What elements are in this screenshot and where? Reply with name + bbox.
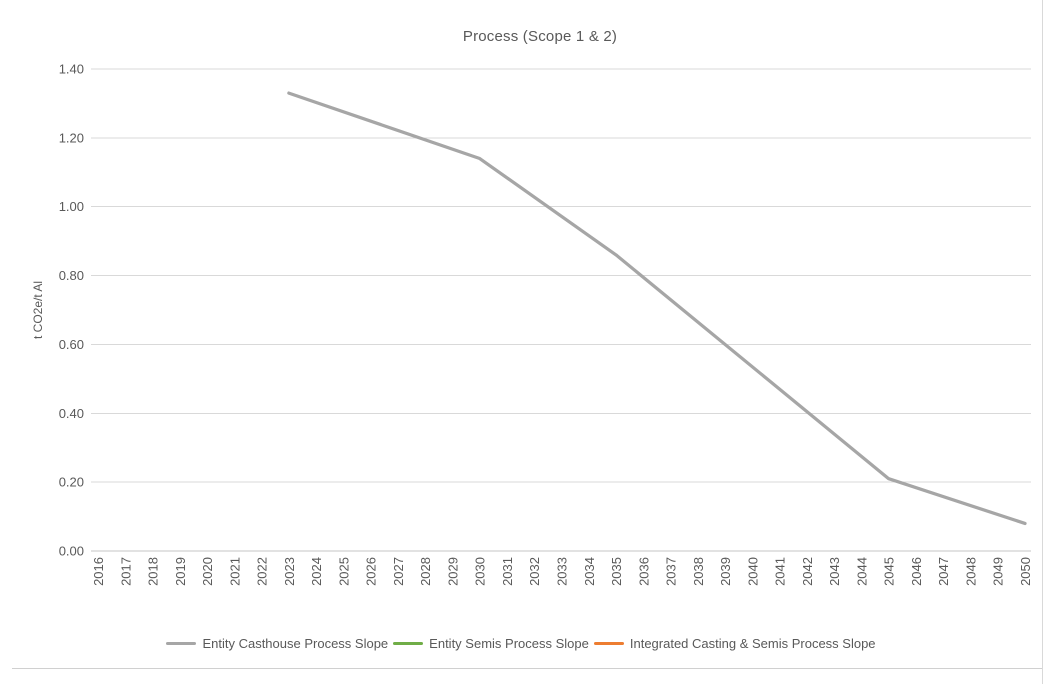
x-tick-label: 2039 (718, 557, 733, 586)
x-tick-label: 2022 (255, 557, 270, 586)
x-tick-label: 2047 (936, 557, 951, 586)
y-tick-label: 0.20 (59, 475, 84, 490)
y-tick-label: 1.40 (59, 62, 84, 77)
x-tick-label: 2023 (282, 557, 297, 586)
x-tick-label: 2037 (664, 557, 679, 586)
x-tick-label: 2040 (745, 557, 760, 586)
y-tick-label: 0.60 (59, 337, 84, 352)
x-tick-label: 2030 (473, 557, 488, 586)
x-tick-label: 2050 (1018, 557, 1033, 586)
x-tick-label: 2035 (609, 557, 624, 586)
legend-label: Entity Semis Process Slope (429, 636, 589, 651)
x-tick-label: 2026 (364, 557, 379, 586)
x-tick-label: 2017 (118, 557, 133, 586)
legend-swatch-orange-line (593, 642, 624, 645)
x-tick-label: 2043 (827, 557, 842, 586)
chart-title: Process (Scope 1 & 2) (462, 28, 618, 45)
x-tick-label: 2034 (582, 557, 597, 586)
x-tick-label: 2025 (336, 557, 351, 586)
x-tick-label: 2024 (309, 557, 324, 586)
legend-label: Integrated Casting & Semis Process Slope (629, 636, 876, 651)
x-tick-label: 2046 (909, 557, 924, 586)
x-tick-label: 2028 (418, 557, 433, 586)
x-tick-label: 2048 (963, 557, 978, 586)
y-tick-label: 0.00 (59, 544, 84, 559)
x-tick-label: 2027 (391, 557, 406, 586)
x-tick-label: 2016 (91, 557, 106, 586)
legend-item-entity-semis[interactable]: Entity Semis Process Slope (393, 636, 589, 651)
x-tick-label: 2020 (200, 557, 215, 586)
x-tick-label: 2032 (527, 557, 542, 586)
x-tick-label: 2021 (227, 557, 242, 586)
x-tick-label: 2044 (854, 557, 869, 586)
x-tick-label: 2031 (500, 557, 515, 586)
chart-border-right (1042, 0, 1043, 684)
x-tick-label: 2038 (691, 557, 706, 586)
x-tick-label: 2018 (146, 557, 161, 586)
legend-item-integrated-casting-semis[interactable]: Integrated Casting & Semis Process Slope (593, 636, 876, 651)
x-tick-label: 2033 (555, 557, 570, 586)
y-tick-label: 1.00 (59, 199, 84, 214)
chart-border-bottom (12, 668, 1042, 669)
legend: Entity Casthouse Process Slope Entity Se… (0, 636, 1042, 651)
y-tick-label: 0.40 (59, 406, 84, 421)
legend-item-entity-casthouse[interactable]: Entity Casthouse Process Slope (166, 636, 388, 651)
y-tick-label: 0.80 (59, 268, 84, 283)
x-tick-label: 2036 (636, 557, 651, 586)
legend-swatch-green-line (393, 642, 424, 645)
series-line-0[interactable] (287, 91, 1027, 526)
y-tick-label: 1.20 (59, 130, 84, 145)
x-tick-label: 2045 (882, 557, 897, 586)
x-tick-label: 2029 (445, 557, 460, 586)
legend-swatch-gray-line (166, 642, 197, 645)
x-tick-label: 2019 (173, 557, 188, 586)
x-tick-label: 2049 (991, 557, 1006, 586)
x-tick-label: 2041 (773, 557, 788, 586)
x-tick-label: 2042 (800, 557, 815, 586)
legend-label: Entity Casthouse Process Slope (202, 636, 389, 651)
